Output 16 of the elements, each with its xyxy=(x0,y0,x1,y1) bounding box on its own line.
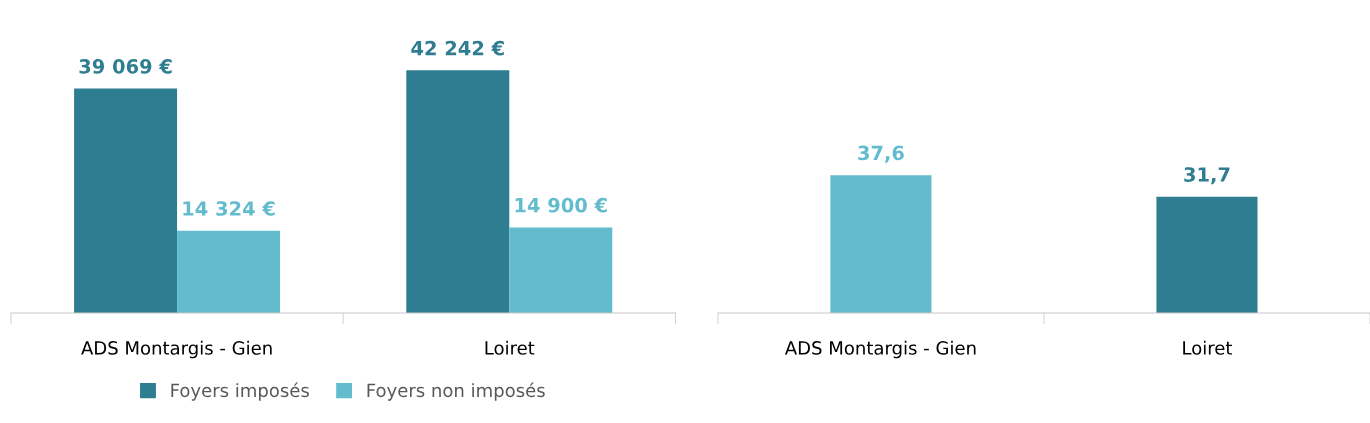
x-tick-label: Loiret xyxy=(485,340,535,355)
bar xyxy=(509,227,613,314)
x-tick-label: Loiret xyxy=(1183,340,1233,355)
data-label: 42 242 € xyxy=(411,40,504,56)
x-tick-label: ADS Montargis - Gien xyxy=(784,340,976,359)
data-label: 39 069 € xyxy=(79,59,172,74)
legend-label: Foyers non imposés xyxy=(367,382,545,401)
data-label: 14 324 € xyxy=(183,201,275,216)
bar xyxy=(74,88,178,314)
bar xyxy=(177,230,281,314)
bar xyxy=(406,70,510,314)
data-label: 31,7 xyxy=(1184,167,1230,185)
data-label: 14 900 € xyxy=(515,197,607,213)
x-tick-label: ADS Montargis - Gien xyxy=(81,340,272,359)
legend-label: Foyers imposés xyxy=(171,382,309,401)
data-label: 37,6 xyxy=(858,145,904,163)
